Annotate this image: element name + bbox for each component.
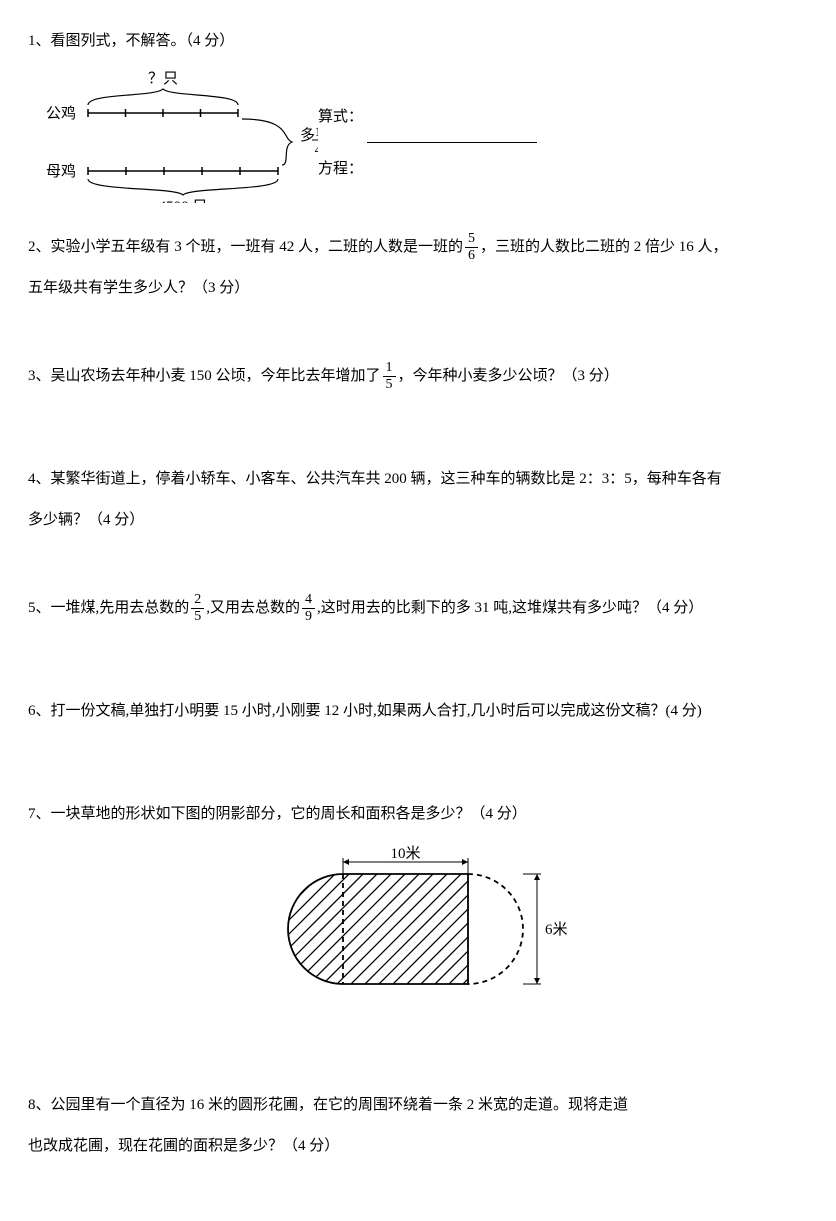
svg-text:？只: ？只 — [148, 71, 178, 87]
q5-line: 5、一堆煤,先用去总数的25,又用去总数的49,这时用去的比剩下的多 31 吨,… — [28, 600, 703, 616]
q5-frac2: 49 — [302, 592, 315, 624]
q2-line: 2、实验小学五年级有 3 个班，一班有 42 人，二班的人数是一班的56，三班的… — [28, 239, 728, 255]
q2-text-a: 实验小学五年级有 3 个班，一班有 42 人，二班的人数是一班的 — [51, 239, 464, 255]
q2: 2、实验小学五年级有 3 个班，一班有 42 人，二班的人数是一班的56，三班的… — [28, 231, 808, 305]
q4-text-a: 某繁华街道上，停着小轿车、小客车、公共汽车共 200 辆，这三种车的辆数比是 2… — [51, 471, 722, 487]
q4-line1: 4、某繁华街道上，停着小轿车、小客车、公共汽车共 200 辆，这三种车的辆数比是… — [28, 463, 808, 496]
q1-diagram: ？只 4500 只 多1 4 公鸡母鸡 — [28, 63, 318, 203]
q3-text-a: 吴山农场去年种小麦 150 公顷，今年比去年增加了 — [51, 368, 381, 384]
q1-prompt: 1、看图列式，不解答。（4 分） — [28, 30, 808, 53]
q6: 6、打一份文稿,单独打小明要 15 小时,小刚要 12 小时,如果两人合打,几小… — [28, 695, 808, 728]
q5: 5、一堆煤,先用去总数的25,又用去总数的49,这时用去的比剩下的多 31 吨,… — [28, 592, 808, 625]
q2-text-c: 五年级共有学生多少人？（3 分） — [28, 272, 808, 305]
q4-number: 4、 — [28, 471, 51, 487]
q8-number: 8、 — [28, 1097, 51, 1113]
q2-frac: 56 — [465, 231, 478, 263]
q5-frac1: 25 — [191, 592, 204, 624]
svg-text:母鸡: 母鸡 — [46, 163, 76, 180]
q1-body: ？只 4500 只 多1 4 公鸡母鸡 算式： 方程： — [28, 63, 808, 203]
svg-text:6米: 6米 — [545, 921, 568, 938]
q5-text-b: ,又用去总数的 — [206, 600, 300, 616]
q1-formula-label: 算式： — [318, 109, 363, 125]
q1-equation-label: 方程： — [318, 161, 363, 177]
q5-text-a: 一堆煤,先用去总数的 — [51, 600, 190, 616]
q1-answers: 算式： 方程： — [318, 63, 537, 196]
q7-prompt: 7、一块草地的形状如下图的阴影部分，它的周长和面积各是多少？（4 分） — [28, 798, 808, 831]
q7-diagram: 10米 6米 — [258, 839, 578, 1009]
q8: 8、公园里有一个直径为 16 米的圆形花圃，在它的周围环绕着一条 2 米宽的走道… — [28, 1089, 808, 1163]
q6-line: 6、打一份文稿,单独打小明要 15 小时,小刚要 12 小时,如果两人合打,几小… — [28, 703, 702, 719]
q1-formula-row: 算式： — [318, 91, 537, 144]
q3-text-b: ，今年种小麦多少公顷？（3 分） — [398, 368, 619, 384]
svg-text:公鸡: 公鸡 — [46, 105, 76, 122]
svg-text:1: 1 — [315, 124, 318, 139]
q1: 1、看图列式，不解答。（4 分） ？只 4500 只 多1 4 公鸡母鸡 算式： 方程： — [28, 30, 808, 203]
q8-text-b: 也改成花圃，现在花圃的面积是多少？（4 分） — [28, 1130, 808, 1163]
q1-equation-row: 方程： — [318, 143, 537, 196]
q8-text-a: 公园里有一个直径为 16 米的圆形花圃，在它的周围环绕着一条 2 米宽的走道。现… — [51, 1097, 629, 1113]
q1-text: 看图列式，不解答。（4 分） — [51, 33, 235, 49]
q6-number: 6、 — [28, 703, 51, 719]
q2-text-b: ，三班的人数比二班的 2 倍少 16 人， — [480, 239, 728, 255]
svg-text:4: 4 — [315, 142, 318, 157]
q4-text-b: 多少辆？（4 分） — [28, 504, 808, 537]
svg-text:4500 只: 4500 只 — [159, 199, 208, 203]
q3-number: 3、 — [28, 368, 51, 384]
svg-text:多: 多 — [300, 127, 315, 144]
q1-diagram-svg: ？只 4500 只 多1 4 公鸡母鸡 — [28, 63, 318, 203]
q4: 4、某繁华街道上，停着小轿车、小客车、公共汽车共 200 辆，这三种车的辆数比是… — [28, 463, 808, 537]
q1-number: 1、 — [28, 33, 51, 49]
q3-frac: 15 — [383, 360, 396, 392]
q7: 7、一块草地的形状如下图的阴影部分，它的周长和面积各是多少？（4 分） 10米 6… — [28, 798, 808, 1009]
blank-line — [367, 142, 537, 143]
q3-line: 3、吴山农场去年种小麦 150 公顷，今年比去年增加了15，今年种小麦多少公顷？… — [28, 368, 619, 384]
q5-number: 5、 — [28, 600, 51, 616]
q2-number: 2、 — [28, 239, 51, 255]
q7-text: 一块草地的形状如下图的阴影部分，它的周长和面积各是多少？（4 分） — [51, 806, 527, 822]
q7-number: 7、 — [28, 806, 51, 822]
q3: 3、吴山农场去年种小麦 150 公顷，今年比去年增加了15，今年种小麦多少公顷？… — [28, 360, 808, 393]
q5-text-c: ,这时用去的比剩下的多 31 吨,这堆煤共有多少吨？（4 分） — [317, 600, 703, 616]
q6-text: 打一份文稿,单独打小明要 15 小时,小刚要 12 小时,如果两人合打,几小时后… — [51, 703, 702, 719]
svg-text:10米: 10米 — [390, 845, 420, 862]
